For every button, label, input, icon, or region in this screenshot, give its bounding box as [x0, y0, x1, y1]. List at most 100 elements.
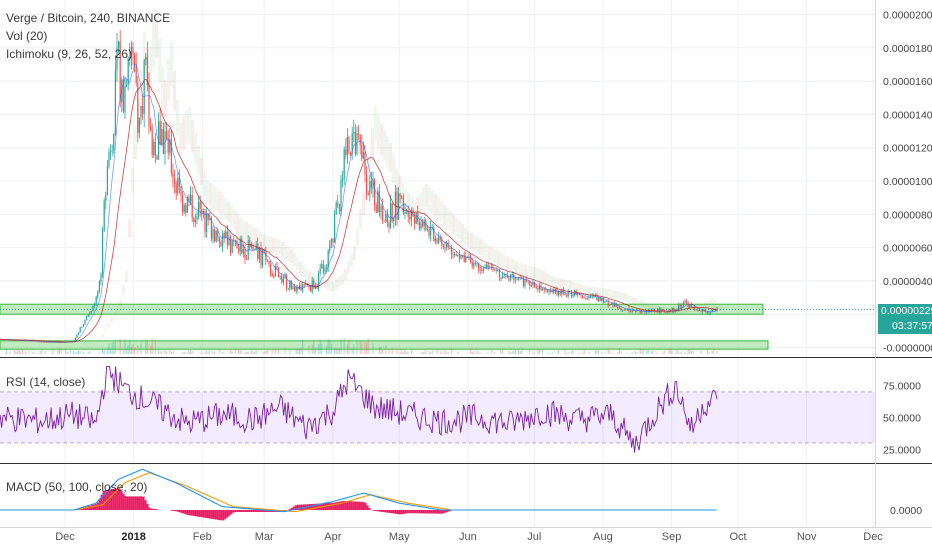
candle-body: [4, 339, 6, 341]
cloud-segment: [542, 271, 545, 282]
cloud-segment: [467, 230, 470, 248]
candle-body: [665, 312, 667, 313]
candle-body: [335, 202, 337, 215]
volume-bar: [169, 349, 171, 354]
cloud-segment: [41, 339, 44, 341]
cloud-segment: [152, 21, 155, 68]
volume-bar: [661, 352, 664, 354]
macd-hist-bar: [130, 496, 133, 510]
macd-hist-bar: [314, 503, 317, 510]
candle-body: [165, 131, 168, 140]
candle-body: [524, 279, 526, 286]
volume-bar: [519, 351, 521, 354]
candle-body: [535, 286, 537, 288]
macd-hist-bar: [344, 501, 347, 510]
macd-line: [0, 468, 717, 513]
cloud-segment: [581, 284, 584, 294]
candle-body: [47, 341, 49, 343]
candle-body: [457, 255, 459, 257]
candle-body: [641, 310, 643, 313]
cloud-segment: [254, 227, 257, 246]
cloud-segment: [533, 266, 536, 279]
candle-body: [593, 295, 595, 297]
volume-bar: [457, 351, 459, 354]
chart-title: Verge / Bitcoin, 240, BINANCE: [6, 11, 171, 25]
cloud-segment: [68, 340, 71, 342]
macd-hist-bar: [338, 501, 341, 510]
volume-bar: [513, 350, 515, 354]
volume-bar: [145, 339, 147, 354]
candle-body: [221, 233, 224, 247]
candle-body: [612, 303, 614, 307]
volume-bar: [445, 352, 448, 354]
candle-body: [293, 286, 296, 292]
candle-body: [551, 289, 553, 293]
macd-hist-bar: [412, 510, 415, 514]
macd-hist-bar: [250, 510, 253, 513]
macd-hist-bar: [448, 510, 451, 512]
volume-bar: [82, 351, 84, 354]
candle-body: [687, 303, 689, 308]
candle-body: [404, 211, 406, 214]
candle-body: [81, 326, 83, 328]
candle-body: [313, 280, 315, 289]
volume-bar: [39, 350, 41, 354]
cloud-segment: [401, 181, 404, 206]
cloud-segment: [530, 266, 533, 278]
cloud-segment: [566, 279, 569, 290]
candle-body: [15, 340, 17, 342]
candle-body: [455, 253, 457, 256]
candle-body: [143, 60, 145, 114]
volume-bar: [15, 351, 17, 354]
volume-bar: [301, 339, 304, 354]
volume-bar: [351, 347, 353, 354]
cloud-segment: [290, 249, 293, 264]
candle-body: [514, 279, 516, 281]
candle-body: [399, 193, 401, 196]
cloud-segment: [608, 289, 611, 298]
volume-bar: [241, 350, 243, 354]
cloud-segment: [503, 254, 506, 269]
cloud-segment: [293, 252, 296, 267]
macd-legend[interactable]: MACD (50, 100, close, 20): [6, 480, 148, 494]
macd-hist-bar: [136, 496, 139, 510]
candle-body: [450, 248, 452, 254]
ichimoku-legend[interactable]: Ichimoku (9, 26, 52, 26): [6, 47, 133, 61]
volume-bar: [311, 344, 313, 354]
candle-body: [209, 218, 211, 220]
candle-body: [303, 284, 305, 286]
candle-body: [473, 262, 475, 267]
volume-bar: [597, 350, 600, 354]
macd-hist-bar: [350, 501, 353, 510]
macd-hist-bar: [290, 507, 293, 510]
volume-bar: [450, 348, 452, 354]
cloud-segment: [233, 209, 236, 230]
cloud-segment: [602, 287, 605, 297]
volume-bar: [60, 348, 62, 354]
volume-bar: [444, 350, 446, 354]
candle-body: [20, 340, 22, 341]
cloud-segment: [536, 267, 539, 280]
candle-body: [476, 263, 478, 264]
macd-hist-bar: [374, 510, 377, 512]
candle-body: [676, 309, 678, 311]
candle-body: [124, 85, 126, 112]
volume-bar: [191, 350, 193, 354]
candle-body: [185, 205, 187, 213]
cloud-segment: [341, 274, 344, 285]
macd-hist-bar: [152, 508, 155, 510]
rsi-legend[interactable]: RSI (14, close): [6, 375, 86, 389]
candle-body: [119, 41, 121, 103]
volume-bar: [313, 340, 315, 354]
cloud-segment: [647, 303, 650, 310]
volume-bar: [356, 340, 358, 354]
candle-body: [84, 320, 86, 325]
macd-hist-bar: [336, 501, 339, 510]
candle-body: [135, 63, 137, 84]
cloud-segment: [335, 279, 338, 289]
volume-bar: [36, 352, 38, 354]
volume-legend[interactable]: Vol (20): [6, 29, 48, 43]
macd-hist-bar: [384, 510, 387, 513]
candle-body: [141, 105, 144, 114]
candle-body: [689, 304, 691, 308]
